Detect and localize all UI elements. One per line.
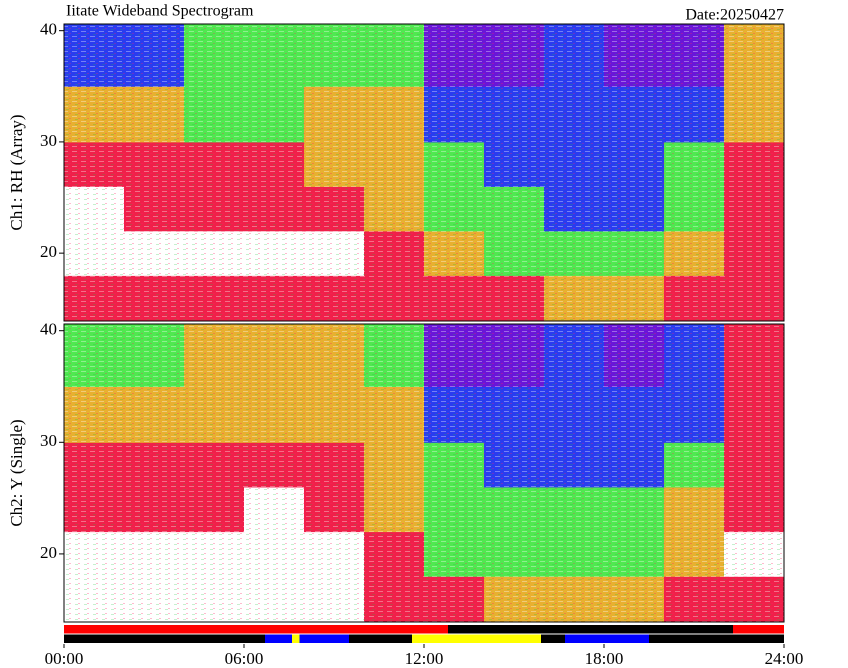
y-tick-label: 20: [40, 242, 57, 261]
status-segment: [299, 634, 349, 643]
y-tick-label: 40: [40, 20, 57, 39]
status-segment: [292, 634, 300, 643]
x-tick-label: 00:00: [45, 649, 84, 668]
x-tick-label: 18:00: [585, 649, 624, 668]
y-tick-label: 30: [40, 131, 57, 150]
x-tick-label: 12:00: [405, 649, 444, 668]
status-segment: [349, 634, 412, 643]
y-tick-label: 30: [40, 431, 57, 450]
texture: [64, 24, 784, 321]
status-segment: [649, 634, 784, 643]
chart-title: Iitate Wideband Spectrogram: [66, 3, 254, 20]
y-axis-label: Ch1: RH (Array): [7, 114, 26, 230]
texture: [64, 324, 784, 622]
y-tick-label: 40: [40, 320, 57, 339]
status-segment: [541, 634, 565, 643]
plot-frame: [63, 323, 785, 623]
status-segment: [64, 634, 265, 643]
status-segment: [412, 634, 541, 643]
y-tick-label: 20: [40, 543, 57, 562]
status-segment: [733, 625, 784, 634]
plot-frame: [63, 23, 785, 322]
y-axis-label: Ch2: Y (Single): [7, 419, 26, 526]
chart-date: Date:20250427: [685, 7, 784, 24]
status-segment: [565, 634, 649, 643]
status-segment: [448, 625, 733, 634]
x-tick-label: 06:00: [225, 649, 264, 668]
status-segment: [265, 634, 292, 643]
x-tick-label: 24:00: [765, 649, 804, 668]
status-segment: [64, 625, 448, 634]
